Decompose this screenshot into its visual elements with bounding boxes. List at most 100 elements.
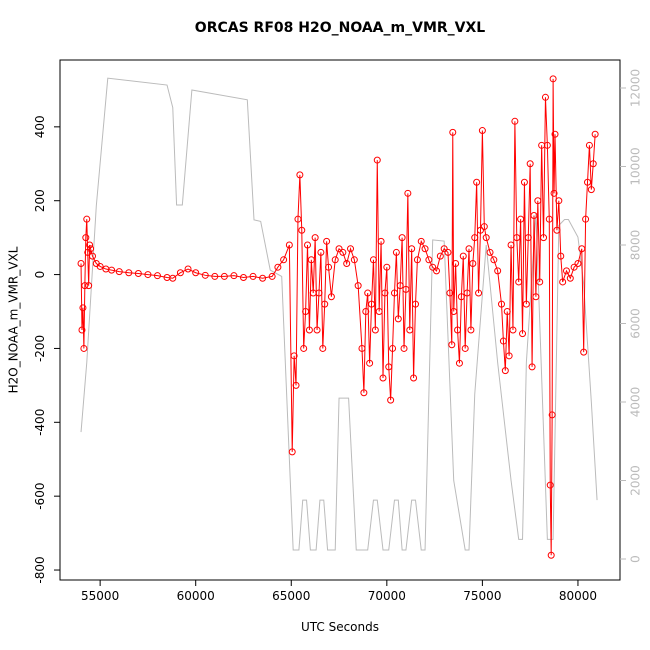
data-point — [457, 293, 465, 301]
data-point — [313, 326, 321, 334]
series-line — [80, 78, 596, 556]
data-point — [582, 215, 590, 223]
data-point — [375, 308, 383, 316]
data-point — [475, 289, 483, 297]
data-point — [454, 326, 462, 334]
data-point — [589, 160, 597, 168]
data-point — [268, 272, 276, 280]
data-point — [339, 248, 347, 256]
data-point — [551, 130, 559, 138]
data-point — [85, 282, 93, 290]
data-point — [379, 374, 387, 382]
data-point — [411, 300, 419, 308]
data-point — [547, 551, 555, 559]
data-point — [528, 363, 536, 371]
data-point — [526, 160, 534, 168]
data-point — [307, 256, 315, 264]
data-point — [446, 289, 454, 297]
data-point — [511, 117, 519, 125]
data-point — [555, 197, 563, 205]
data-point — [354, 282, 362, 290]
data-point — [436, 252, 444, 260]
data-point — [566, 274, 574, 282]
data-point — [433, 267, 441, 275]
data-point — [543, 141, 551, 149]
data-point — [463, 289, 471, 297]
data-point — [587, 186, 595, 194]
data-point — [220, 272, 228, 280]
data-point — [396, 282, 404, 290]
data-point — [259, 274, 267, 282]
data-point — [362, 308, 370, 316]
data-point — [298, 226, 306, 234]
y-tick-label: 200 — [33, 189, 47, 212]
data-point — [585, 141, 593, 149]
data-point — [394, 315, 402, 323]
y-tick-label: -800 — [33, 556, 47, 583]
data-point — [385, 363, 393, 371]
data-point — [486, 248, 494, 256]
data-point — [562, 267, 570, 275]
data-point — [476, 226, 484, 234]
data-point — [534, 197, 542, 205]
data-point — [305, 326, 313, 334]
chart-title: ORCAS RF08 H2O_NOAA_m_VMR_VXL — [195, 20, 485, 36]
data-point — [285, 241, 293, 249]
data-point — [546, 481, 554, 489]
data-point — [548, 411, 556, 419]
data-point — [524, 234, 532, 242]
data-point — [417, 237, 425, 245]
data-point — [517, 215, 525, 223]
data-point — [513, 234, 521, 242]
data-point — [371, 326, 379, 334]
data-point — [280, 256, 288, 264]
data-point — [292, 381, 300, 389]
data-point — [545, 215, 553, 223]
plot-frame — [59, 59, 621, 581]
y2-tick-label: 4000 — [629, 387, 643, 418]
data-point — [383, 263, 391, 271]
data-point — [81, 282, 89, 290]
data-point — [144, 271, 152, 279]
data-point — [343, 259, 351, 267]
data-point — [80, 344, 88, 352]
x-tick-label: 80000 — [559, 589, 597, 603]
data-point — [319, 344, 327, 352]
data-point — [230, 272, 238, 280]
data-point — [311, 234, 319, 242]
data-point — [169, 274, 177, 282]
data-point — [553, 226, 561, 234]
data-point — [387, 396, 395, 404]
y2-tick-label: 10000 — [629, 147, 643, 185]
x-tick-label: 55000 — [81, 589, 119, 603]
x-tick-label: 65000 — [272, 589, 310, 603]
data-point — [509, 326, 517, 334]
data-point — [77, 259, 85, 267]
data-point — [335, 245, 343, 253]
data-point — [290, 352, 298, 360]
data-point — [440, 245, 448, 253]
data-point — [429, 263, 437, 271]
x-tick-label: 70000 — [368, 589, 406, 603]
data-point — [532, 293, 540, 301]
data-point — [530, 211, 538, 219]
y2-tick-label: 2000 — [629, 465, 643, 496]
data-point — [274, 263, 282, 271]
data-point — [82, 234, 90, 242]
data-point — [455, 359, 463, 367]
data-point — [448, 341, 456, 349]
data-point — [331, 256, 339, 264]
data-point — [570, 263, 578, 271]
data-point — [134, 269, 142, 277]
data-point — [578, 245, 586, 253]
data-point — [557, 252, 565, 260]
data-point — [469, 259, 477, 267]
data-point — [239, 274, 247, 282]
data-point — [398, 234, 406, 242]
data-point — [368, 300, 376, 308]
data-point — [404, 189, 412, 197]
y-tick-label: -200 — [33, 335, 47, 362]
data-point — [574, 259, 582, 267]
data-point — [498, 300, 506, 308]
